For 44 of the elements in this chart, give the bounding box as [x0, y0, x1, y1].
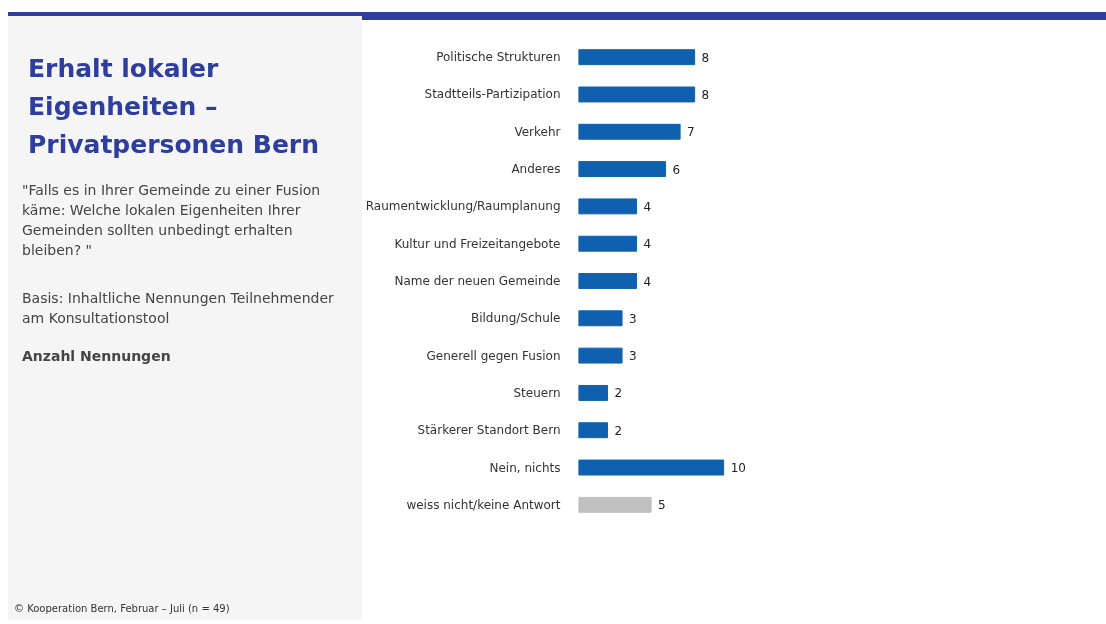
data-label: 4: [643, 274, 652, 289]
bar: [578, 235, 638, 252]
y-tick-label: Raumentwicklung/Raumplanung: [365, 199, 561, 214]
y-tick-label: Generell gegen Fusion: [426, 348, 561, 363]
bar: [578, 422, 609, 439]
y-tick-label: Nein, nichts: [489, 460, 561, 475]
y-tick-label: weiss nicht/keine Antwort: [406, 497, 561, 512]
bar: [578, 310, 623, 327]
text: "Falls es in Ihrer Gemeinde zu einer Fusion käme: Welche lokalen Eigenheiten Ihrer Gemeinden sollten unbedingt erhalten bleiben? ": [22, 181, 322, 260]
data-label: 4: [643, 237, 652, 252]
bar: [578, 496, 652, 513]
bar: [578, 198, 638, 215]
text: Anzahl Nennungen: [22, 347, 172, 366]
bar: [578, 459, 725, 476]
y-tick-label: Steuern: [513, 385, 561, 400]
data-label: 2: [614, 423, 623, 438]
data-label: 3: [629, 311, 637, 326]
data-label: 2: [614, 386, 623, 401]
y-tick-label: Anderes: [511, 162, 561, 177]
data-label: 8: [701, 50, 710, 65]
data-label: 7: [687, 125, 695, 140]
text: Erhalt lokaler Eigenheiten – Privatpersonen Bern: [28, 53, 320, 161]
y-tick-label: Kultur und Freizeitangebote: [394, 236, 561, 251]
data-label: 8: [701, 87, 710, 102]
bar: [578, 347, 623, 364]
text: Basis: Inhaltliche Nennungen Teilnehmender am Konsultationstool: [22, 289, 335, 328]
text: © Kooperation Bern, Februar – Juli (n = 49): [14, 601, 230, 616]
bar: [578, 123, 681, 140]
data-label: 6: [672, 162, 681, 177]
y-tick-label: Politische Strukturen: [436, 50, 561, 65]
data-label: 3: [629, 349, 637, 364]
data-label: 10: [730, 461, 746, 476]
bar: [578, 49, 696, 66]
y-tick-label: Stärkerer Standort Bern: [417, 423, 561, 438]
bar: [578, 86, 696, 103]
y-tick-label: Verkehr: [514, 124, 561, 139]
data-label: 4: [643, 199, 652, 214]
bar: [578, 273, 638, 289]
data-label: 5: [658, 498, 666, 513]
bar: [578, 384, 609, 401]
bar: [578, 161, 667, 178]
y-tick-label: Stadtteils-Partizipation: [424, 87, 561, 102]
y-tick-label: Name der neuen Gemeinde: [394, 274, 561, 288]
y-tick-label: Bildung/Schule: [470, 311, 561, 326]
